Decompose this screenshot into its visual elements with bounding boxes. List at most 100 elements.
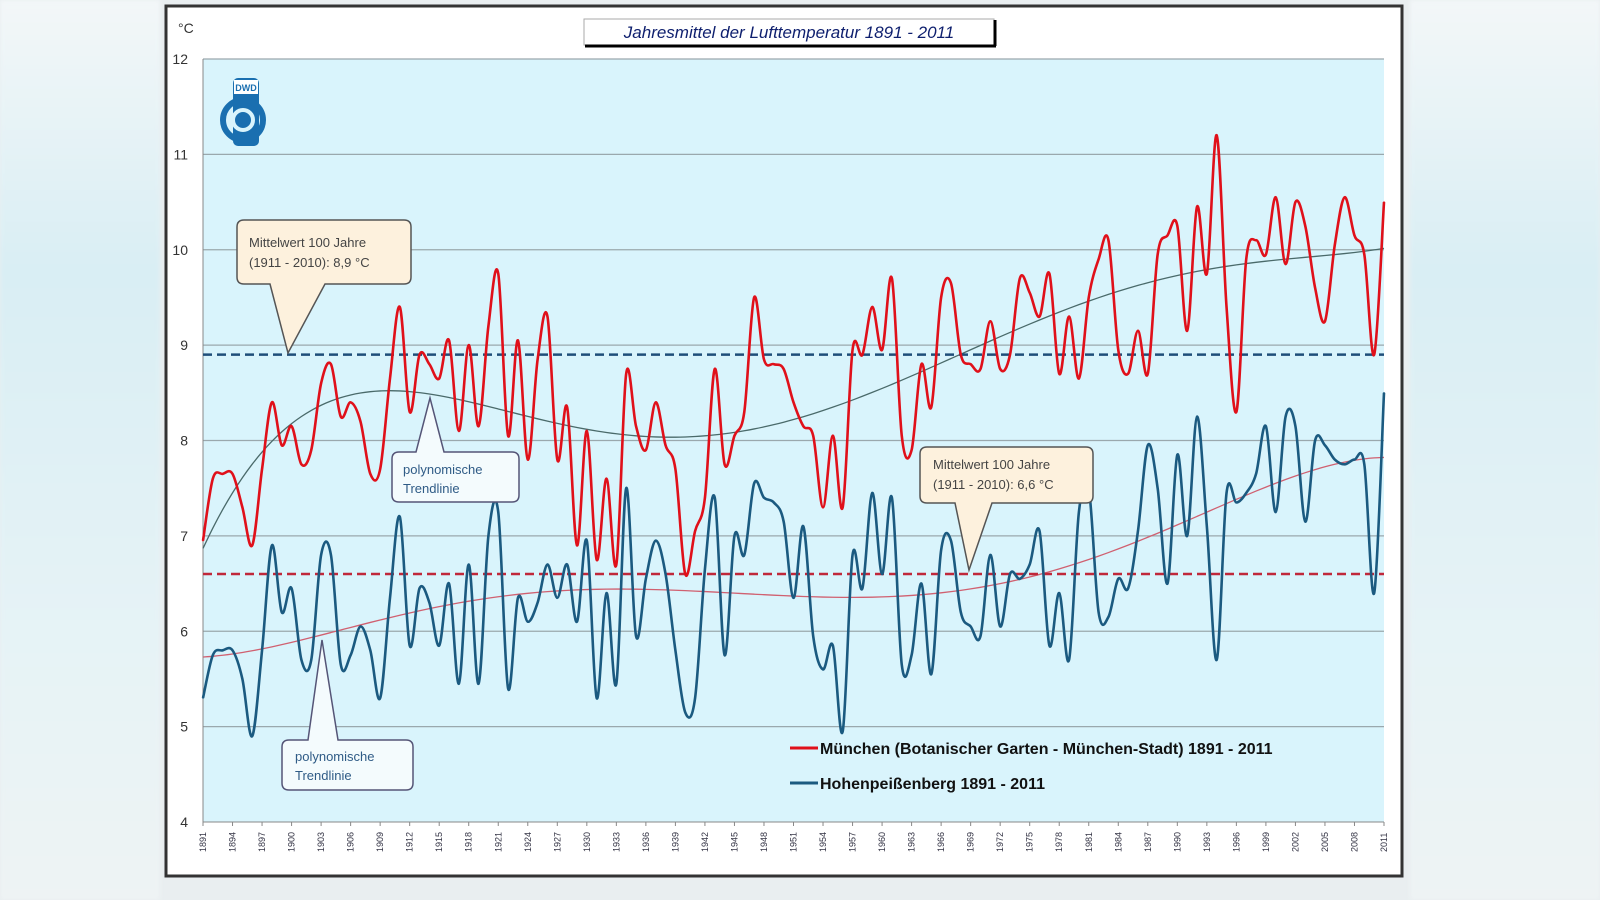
- data-point: [202, 539, 204, 542]
- data-point: [477, 682, 480, 685]
- data-point: [969, 363, 972, 366]
- data-point: [349, 654, 352, 656]
- data-point: [212, 654, 214, 656]
- x-tick-label: 1924: [523, 832, 533, 852]
- data-point: [1363, 463, 1366, 466]
- data-point: [782, 368, 785, 370]
- data-point: [674, 649, 677, 652]
- data-point: [458, 682, 460, 685]
- data-point: [654, 401, 657, 404]
- blurred-background-left: [0, 0, 160, 900]
- y-tick-label: 11: [173, 146, 188, 162]
- callout-text: polynomische: [403, 462, 483, 477]
- data-point: [1019, 577, 1021, 580]
- legend: München (Botanischer Garten - München-St…: [790, 741, 1273, 793]
- data-point: [1373, 353, 1375, 356]
- data-point: [684, 711, 687, 714]
- data-point: [1343, 463, 1346, 466]
- data-point: [881, 349, 883, 351]
- svg-text:München (Botanischer Garten -: München (Botanischer Garten - München-St…: [820, 741, 1273, 758]
- chart-title-box: Jahresmittel der Lufttemperatur 1891 - 2…: [583, 18, 997, 48]
- data-point: [221, 473, 224, 475]
- x-tick-label: 1969: [966, 832, 976, 852]
- data-point: [1255, 239, 1257, 242]
- data-point: [546, 315, 549, 318]
- x-tick-label: 2008: [1349, 832, 1359, 852]
- data-point: [1009, 573, 1011, 575]
- data-points-hohenpeissenberg: [202, 392, 1385, 737]
- data-point: [1127, 372, 1129, 375]
- data-point: [595, 558, 598, 561]
- data-point: [1225, 306, 1228, 308]
- data-point: [526, 458, 529, 461]
- data-point: [1284, 263, 1287, 265]
- callout-mean-munich: Mittelwert 100 Jahre (1911 - 2010): 8,9 …: [236, 219, 412, 356]
- data-point: [1225, 492, 1228, 494]
- svg-text:DWD: DWD: [235, 83, 257, 93]
- data-point: [310, 449, 313, 451]
- x-tick-label: 1921: [493, 832, 503, 852]
- data-point: [773, 501, 775, 504]
- data-point: [1038, 315, 1041, 318]
- data-point: [389, 597, 391, 599]
- data-point: [399, 306, 401, 308]
- legend-item-hohenpeissenberg: Hohenpeißenberg 1891 - 2011: [790, 776, 1045, 793]
- data-point: [645, 449, 647, 451]
- data-point: [339, 663, 342, 666]
- data-point: [989, 554, 992, 556]
- callout-text: polynomische: [295, 749, 375, 764]
- x-tick-label: 1939: [670, 832, 680, 852]
- data-point: [300, 659, 303, 661]
- data-point: [1206, 272, 1208, 275]
- data-point: [910, 654, 913, 656]
- data-point: [1215, 659, 1218, 661]
- data-point: [231, 649, 234, 652]
- data-point: [684, 573, 687, 575]
- data-point: [359, 420, 362, 423]
- data-point: [1019, 277, 1021, 280]
- data-point: [399, 516, 401, 518]
- data-point: [900, 663, 903, 666]
- data-point: [241, 506, 244, 509]
- data-point: [310, 659, 313, 661]
- data-point: [694, 697, 696, 699]
- data-point: [1048, 644, 1051, 647]
- x-tick-label: 2005: [1320, 832, 1330, 852]
- blurred-background-right: [1410, 0, 1600, 900]
- data-point: [753, 482, 755, 485]
- data-point: [566, 563, 568, 566]
- data-point: [1383, 392, 1385, 394]
- data-point: [1255, 473, 1257, 475]
- data-point: [1038, 530, 1041, 532]
- data-point: [389, 377, 391, 380]
- data-point: [448, 582, 450, 585]
- data-point: [1009, 353, 1011, 356]
- data-point: [418, 353, 421, 356]
- callout-trend-munich: polynomische Trendlinie: [391, 395, 520, 503]
- series-layer: [201, 133, 1386, 738]
- data-point: [418, 587, 421, 590]
- data-point: [251, 735, 254, 737]
- data-point: [280, 611, 283, 613]
- data-point: [556, 597, 559, 599]
- data-point: [379, 468, 381, 470]
- data-point: [339, 415, 342, 418]
- data-point: [1206, 525, 1208, 528]
- data-point: [1333, 458, 1336, 461]
- data-point: [300, 463, 303, 466]
- data-point: [694, 530, 696, 532]
- data-point: [969, 625, 972, 628]
- data-point: [1265, 425, 1267, 427]
- data-point: [1097, 611, 1100, 613]
- x-tick-label: 1957: [848, 832, 858, 852]
- data-point: [1068, 659, 1070, 661]
- data-point: [1314, 439, 1316, 442]
- data-point: [1333, 244, 1336, 246]
- data-point: [1147, 372, 1149, 375]
- data-point: [920, 363, 923, 366]
- y-axis-ticks: 4 5 6 7 8 9 10 11 12: [172, 51, 188, 830]
- x-tick-label: 1894: [228, 832, 238, 852]
- data-point: [438, 377, 441, 380]
- data-point: [743, 554, 746, 556]
- callout-text: Trendlinie: [295, 768, 352, 783]
